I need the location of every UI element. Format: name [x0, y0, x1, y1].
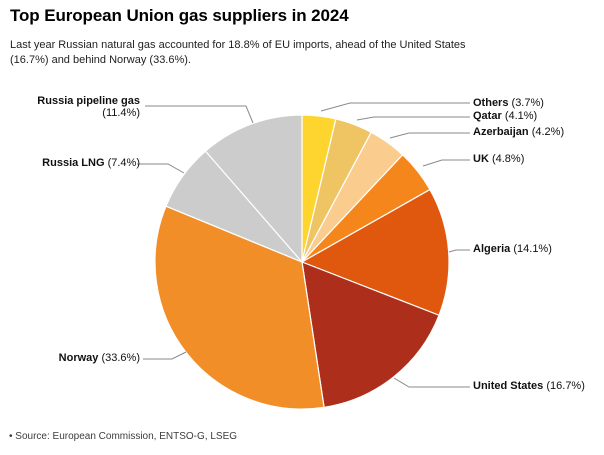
label-qatar-pct: (4.1%) [504, 110, 538, 122]
leader-lines-group [137, 102, 470, 388]
pie-slice-united-states [301, 261, 440, 408]
label-russia-lng-pct: (7.4%) [107, 157, 140, 169]
label-azerbaijan: Azerbaijan (4.2%) [473, 126, 564, 139]
label-uk-name: UK [473, 153, 489, 165]
label-united-states-name: United States [473, 380, 544, 392]
leader-line-algeria [448, 249, 470, 253]
leader-line-russia-lng [137, 163, 185, 174]
label-russia-pipeline-gas-name: Russia pipeline gas [37, 95, 140, 107]
pie-slice-algeria [301, 188, 450, 316]
label-uk: UK (4.8%) [473, 153, 524, 166]
leader-line-norway [143, 351, 187, 360]
source-note: • Source: European Commission, ENTSO-G, … [9, 431, 238, 442]
label-algeria-pct: (14.1%) [513, 243, 552, 255]
label-norway-name: Norway [58, 352, 99, 364]
leader-line-russia-pipeline-gas [145, 105, 254, 124]
label-azerbaijan-name: Azerbaijan [473, 126, 529, 138]
leader-line-united-states [393, 377, 470, 388]
leader-line-azerbaijan [389, 132, 470, 139]
pie-slices-group [154, 114, 450, 410]
label-qatar: Qatar (4.1%) [473, 110, 537, 123]
label-qatar-name: Qatar [473, 110, 502, 122]
page-title: Top European Union gas suppliers in 2024 [10, 6, 349, 25]
pie-slice-russia-pipeline-gas [204, 114, 303, 263]
label-others-name: Others [473, 97, 509, 109]
label-united-states: United States (16.7%) [473, 380, 585, 393]
label-others: Others (3.7%) [473, 97, 544, 110]
label-united-states-pct: (16.7%) [546, 380, 585, 392]
label-azerbaijan-pct: (4.2%) [531, 126, 565, 138]
label-norway-pct: (33.6%) [101, 352, 140, 364]
label-norway: Norway (33.6%) [59, 352, 140, 365]
chart-subtitle: Last year Russian natural gas accounted … [10, 39, 466, 66]
label-russia-pipeline-gas: Russia pipeline gas (11.4%) [37, 95, 140, 119]
leader-line-uk [422, 159, 470, 167]
leader-line-qatar [356, 116, 470, 121]
leader-line-others [320, 102, 470, 112]
label-russia-lng-name: Russia LNG [42, 157, 105, 169]
label-russia-lng: Russia LNG (7.4%) [42, 157, 140, 170]
label-algeria-name: Algeria [473, 243, 511, 255]
pie-slice-norway [154, 205, 325, 410]
label-uk-pct: (4.8%) [491, 153, 525, 165]
label-others-pct: (3.7%) [511, 97, 544, 109]
label-russia-pipeline-gas-pct: (11.4%) [102, 107, 140, 119]
label-algeria: Algeria (14.1%) [473, 243, 552, 256]
